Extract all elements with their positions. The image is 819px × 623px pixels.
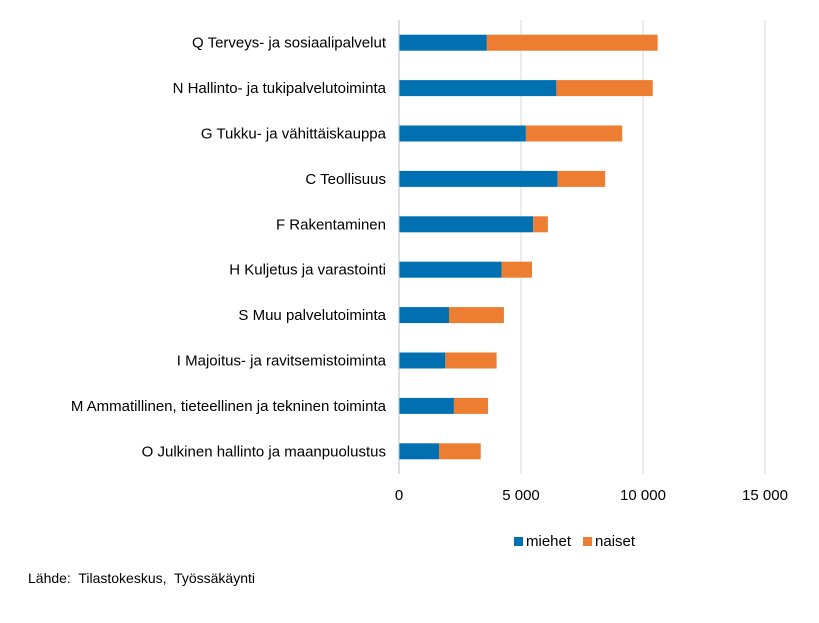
- bar-naiset: [453, 397, 489, 414]
- bar-miehet: [399, 352, 446, 369]
- category-label: Q Terveys- ja sosiaalipalvelut: [192, 35, 387, 52]
- source-note: Lähde: Tilastokeskus, Työssäkäynti: [28, 570, 255, 586]
- x-tick-label: 15 000: [742, 487, 788, 504]
- bar-miehet: [399, 80, 557, 97]
- bar-naiset: [525, 125, 623, 142]
- legend-swatch-naiset: [583, 537, 593, 546]
- bar-miehet: [399, 261, 502, 278]
- bars: [399, 34, 658, 460]
- bar-naiset: [501, 261, 532, 278]
- category-label: M Ammatillinen, tieteellinen ja tekninen…: [71, 398, 387, 415]
- category-labels: Q Terveys- ja sosiaalipalvelut N Hallinto…: [71, 35, 387, 461]
- bar-miehet: [399, 170, 558, 187]
- x-tick-label: 10 000: [620, 487, 666, 504]
- legend-swatch-miehet: [514, 537, 523, 546]
- category-label: I Majoitus- ja ravitsemistoiminta: [177, 353, 387, 370]
- legend: miehet naiset: [514, 533, 636, 550]
- bar-miehet: [399, 397, 454, 414]
- bar-miehet: [399, 443, 440, 460]
- legend-label-miehet: miehet: [526, 533, 572, 550]
- bar-naiset: [557, 170, 606, 187]
- bar-naiset: [439, 443, 481, 460]
- legend-label-naiset: naiset: [595, 533, 636, 550]
- bar-naiset: [445, 352, 497, 369]
- category-label: S Muu palvelutoiminta: [238, 307, 386, 324]
- chart: Q Terveys- ja sosiaalipalvelut N Hallinto…: [71, 20, 788, 550]
- bar-miehet: [399, 307, 450, 324]
- x-tick-label: 0: [395, 487, 403, 504]
- bar-naiset: [556, 80, 653, 97]
- bar-miehet: [399, 125, 526, 142]
- category-label: O Julkinen hallinto ja maanpuolustus: [142, 443, 386, 460]
- category-label: F Rakentaminen: [276, 216, 386, 233]
- x-tick-labels: 0 5 000 10 000 15 000: [395, 487, 788, 504]
- bar-naiset: [533, 216, 548, 233]
- bar-miehet: [399, 34, 487, 51]
- category-label: G Tukku- ja vähittäiskauppa: [201, 126, 387, 143]
- x-tick-label: 5 000: [502, 487, 540, 504]
- category-label: C Teollisuus: [305, 171, 386, 188]
- category-label: N Hallinto- ja tukipalvelutoiminta: [173, 80, 387, 97]
- bar-naiset: [449, 307, 504, 324]
- bar-miehet: [399, 216, 534, 233]
- category-label: H Kuljetus ja varastointi: [229, 262, 386, 279]
- bar-naiset: [486, 34, 658, 51]
